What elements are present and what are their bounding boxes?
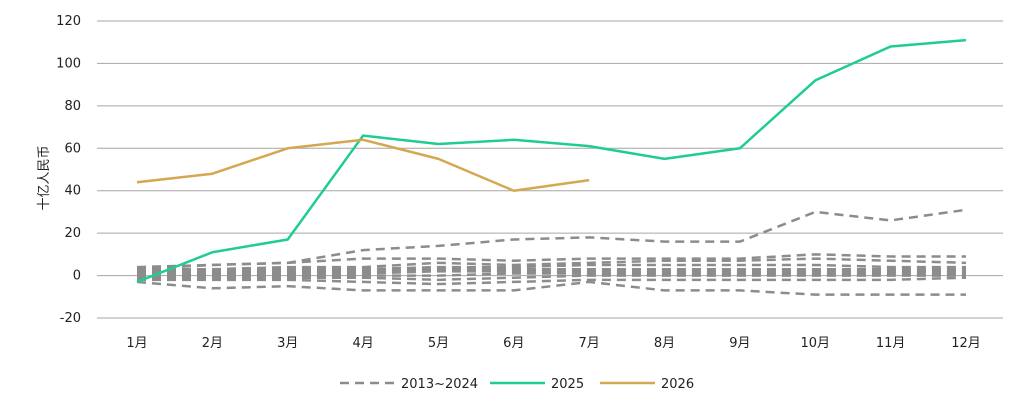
- y-tick-label: 60: [64, 141, 81, 156]
- series-line-7: [137, 267, 966, 275]
- x-tick-label: 3月: [277, 336, 298, 351]
- y-tick-label: 80: [64, 99, 81, 114]
- legend-label: 2013~2024: [401, 377, 478, 392]
- series-line-3: [136, 280, 966, 296]
- series-line-2: [136, 208, 967, 271]
- series-lines: [136, 38, 967, 296]
- x-tick-label: 11月: [876, 336, 906, 351]
- legend-label: 2025: [551, 377, 584, 392]
- y-tick-label: 40: [64, 184, 81, 199]
- x-tick-label: 1月: [126, 336, 147, 351]
- y-tick-label: 120: [56, 14, 81, 29]
- y-axis-ticks: 120 100 80 60 40 20 0 -20: [56, 14, 81, 326]
- x-tick-label: 9月: [729, 336, 750, 351]
- series-line-0: [136, 38, 967, 284]
- series-line-8: [136, 270, 966, 277]
- series-line-11: [137, 276, 967, 286]
- series-line-10: [136, 274, 966, 282]
- series-line-4: [136, 253, 966, 269]
- x-tick-label: 12月: [951, 336, 981, 351]
- y-tick-label: -20: [60, 311, 81, 326]
- legend-label: 2026: [661, 377, 694, 392]
- y-tick-label: 20: [64, 226, 81, 241]
- x-tick-label: 8月: [654, 336, 675, 351]
- x-tick-label: 5月: [428, 336, 449, 351]
- x-tick-label: 7月: [579, 336, 600, 351]
- series-line-6: [137, 263, 966, 273]
- x-tick-label: 2月: [202, 336, 223, 351]
- y-tick-label: 100: [56, 56, 81, 71]
- x-tick-label: 6月: [503, 336, 524, 351]
- series-line-5: [137, 257, 967, 271]
- series-line-9: [136, 272, 966, 279]
- legend: 2013~2024 2025 2026: [340, 377, 694, 392]
- x-tick-label: 10月: [800, 336, 830, 351]
- x-tick-label: 4月: [352, 336, 373, 351]
- y-axis-title: 十亿人民币: [37, 145, 52, 210]
- series-line-1: [136, 138, 590, 192]
- x-axis-ticks: 1月 2月 3月 4月 5月 6月 7月 8月 9月 10月 11月 12月: [126, 336, 980, 351]
- y-tick-label: 0: [73, 269, 81, 284]
